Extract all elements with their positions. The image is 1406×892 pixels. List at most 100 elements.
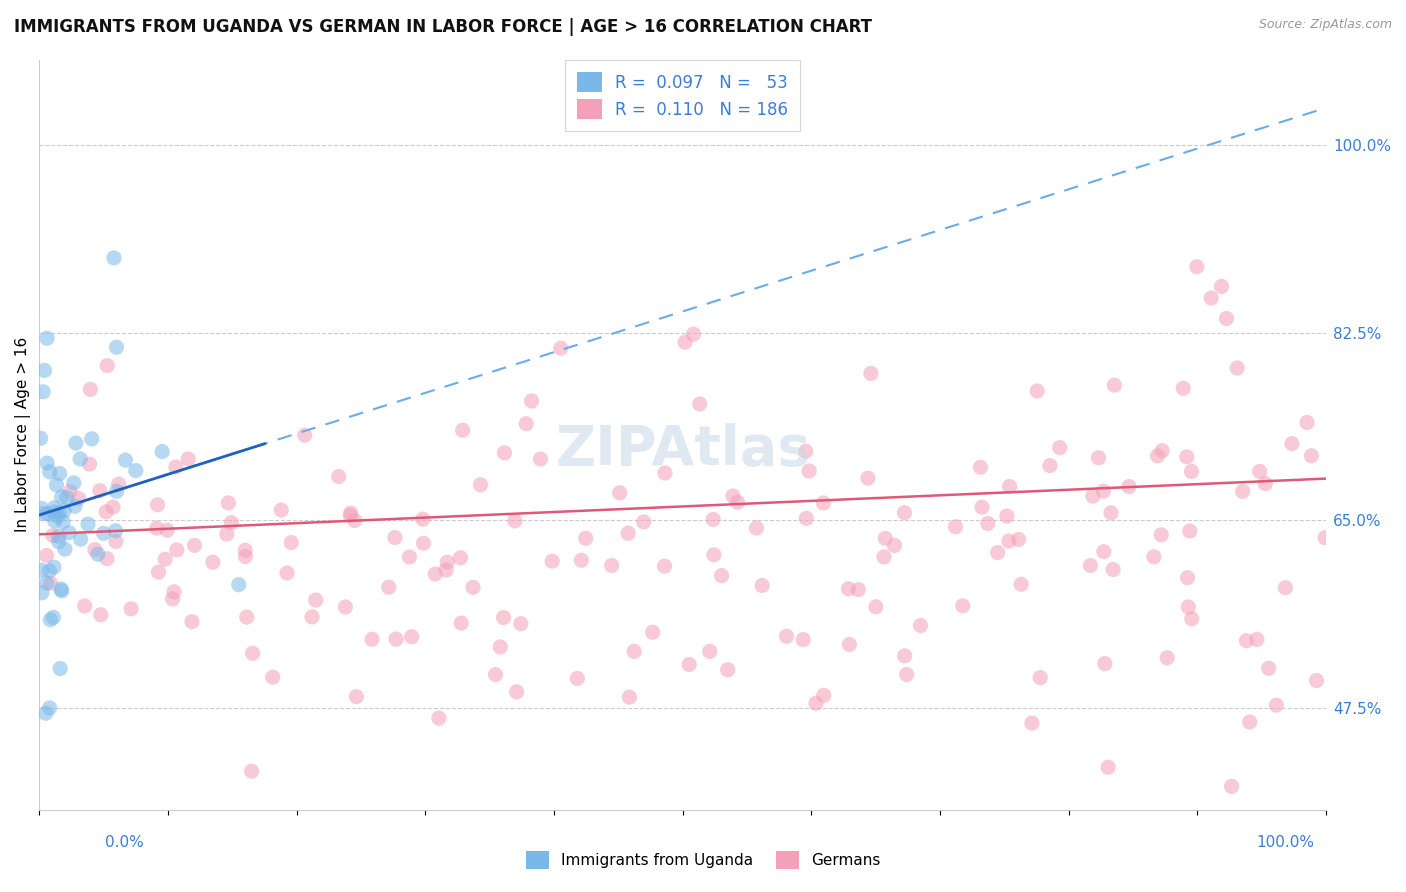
Point — [294, 428, 316, 442]
Point — [641, 625, 664, 640]
Point — [45, 478, 67, 492]
Point — [412, 536, 434, 550]
Point — [31, 563, 53, 577]
Point — [427, 711, 450, 725]
Point — [492, 610, 515, 624]
Point — [107, 477, 129, 491]
Point — [450, 550, 472, 565]
Point — [436, 555, 458, 569]
Point — [617, 526, 640, 541]
Point — [1097, 760, 1119, 774]
Point — [114, 453, 136, 467]
Point — [69, 452, 91, 467]
Point — [1175, 450, 1198, 464]
Point — [89, 483, 111, 498]
Point — [38, 465, 60, 479]
Point — [401, 630, 423, 644]
Point — [183, 538, 205, 552]
Point — [1199, 291, 1222, 305]
Point — [893, 648, 915, 663]
Point — [1211, 279, 1233, 293]
Legend: R =  0.097   N =   53, R =  0.110   N = 186: R = 0.097 N = 53, R = 0.110 N = 186 — [565, 61, 800, 131]
Point — [301, 610, 323, 624]
Point — [1049, 441, 1071, 455]
Point — [53, 542, 76, 557]
Point — [104, 524, 127, 538]
Point — [846, 582, 869, 597]
Point — [30, 431, 52, 445]
Point — [883, 538, 905, 552]
Point — [654, 466, 676, 480]
Point — [797, 464, 820, 478]
Point — [235, 549, 257, 564]
Point — [38, 701, 60, 715]
Point — [80, 432, 103, 446]
Point — [470, 477, 492, 491]
Point — [425, 567, 447, 582]
Point — [1177, 571, 1199, 585]
Point — [77, 517, 100, 532]
Point — [494, 446, 516, 460]
Point — [35, 331, 58, 345]
Point — [856, 471, 879, 485]
Point — [1039, 458, 1062, 473]
Point — [1296, 416, 1319, 430]
Point — [1185, 260, 1208, 274]
Text: 100.0%: 100.0% — [1257, 836, 1315, 850]
Point — [1104, 378, 1126, 392]
Point — [221, 516, 243, 530]
Point — [1257, 661, 1279, 675]
Point — [150, 444, 173, 458]
Point — [550, 341, 572, 355]
Point — [1118, 479, 1140, 493]
Point — [1177, 599, 1199, 614]
Point — [893, 506, 915, 520]
Point — [1226, 361, 1249, 376]
Point — [53, 504, 76, 518]
Point — [896, 667, 918, 681]
Point — [619, 690, 641, 705]
Point — [148, 565, 170, 579]
Point — [952, 599, 974, 613]
Point — [344, 690, 367, 704]
Point — [156, 523, 179, 537]
Point — [69, 532, 91, 546]
Point — [35, 576, 58, 591]
Point — [153, 552, 176, 566]
Point — [987, 546, 1010, 560]
Point — [484, 667, 506, 681]
Point — [52, 515, 75, 529]
Point — [745, 521, 768, 535]
Point — [1178, 524, 1201, 538]
Point — [177, 452, 200, 467]
Point — [398, 549, 420, 564]
Point — [515, 417, 537, 431]
Point — [32, 507, 55, 521]
Point — [775, 629, 797, 643]
Point — [1236, 633, 1258, 648]
Point — [837, 582, 859, 596]
Point — [165, 460, 187, 475]
Point — [1254, 476, 1277, 491]
Point — [73, 599, 96, 613]
Point — [600, 558, 623, 573]
Point — [96, 551, 118, 566]
Point — [673, 335, 696, 350]
Point — [541, 554, 564, 568]
Point — [79, 382, 101, 396]
Point — [44, 514, 66, 528]
Point — [710, 568, 733, 582]
Point — [998, 534, 1021, 549]
Point — [385, 632, 408, 646]
Point — [1232, 484, 1254, 499]
Point — [1092, 544, 1115, 558]
Point — [83, 542, 105, 557]
Point — [96, 359, 118, 373]
Point — [1081, 489, 1104, 503]
Point — [42, 610, 65, 624]
Point — [276, 566, 298, 580]
Point — [969, 460, 991, 475]
Point — [1173, 381, 1195, 395]
Point — [1099, 506, 1122, 520]
Point — [689, 397, 711, 411]
